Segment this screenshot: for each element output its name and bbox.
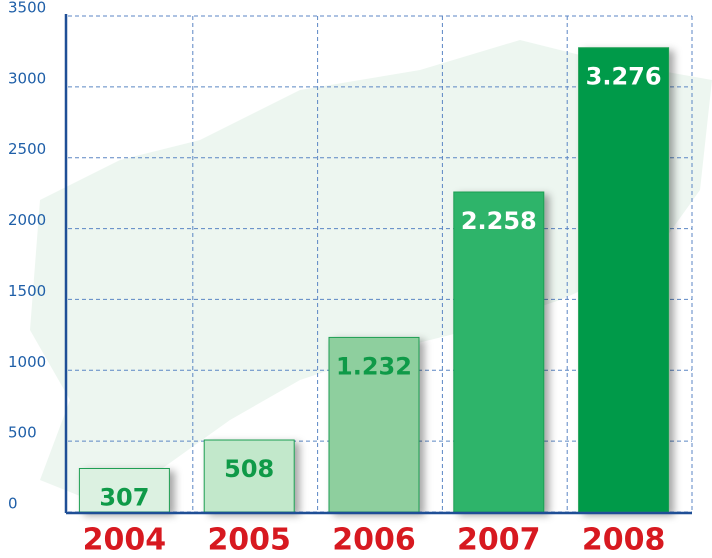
value-label: 3.276 <box>586 63 662 91</box>
y-tick-label: 0 <box>8 495 18 513</box>
x-tick-label: 2008 <box>582 523 666 558</box>
background-map <box>30 40 712 500</box>
bar <box>578 47 670 513</box>
bar <box>203 439 295 513</box>
x-tick-label: 2007 <box>457 523 541 558</box>
y-tick-label: 3500 <box>8 0 46 17</box>
value-label: 508 <box>224 455 274 483</box>
y-tick-label: 1000 <box>8 353 46 371</box>
value-label: 2.258 <box>461 207 537 235</box>
y-tick-label: 2000 <box>8 211 46 229</box>
x-tick-label: 2005 <box>207 523 291 558</box>
bar <box>78 467 170 513</box>
y-tick-label: 1500 <box>8 282 46 300</box>
bar <box>453 191 545 513</box>
value-label: 1.232 <box>336 352 412 380</box>
x-tick-label: 2004 <box>83 523 167 558</box>
y-tick-label: 2500 <box>8 140 46 158</box>
x-tick-label: 2006 <box>332 523 416 558</box>
value-label: 307 <box>99 483 149 511</box>
y-tick-label: 3000 <box>8 69 46 87</box>
y-tick-label: 500 <box>8 424 37 442</box>
